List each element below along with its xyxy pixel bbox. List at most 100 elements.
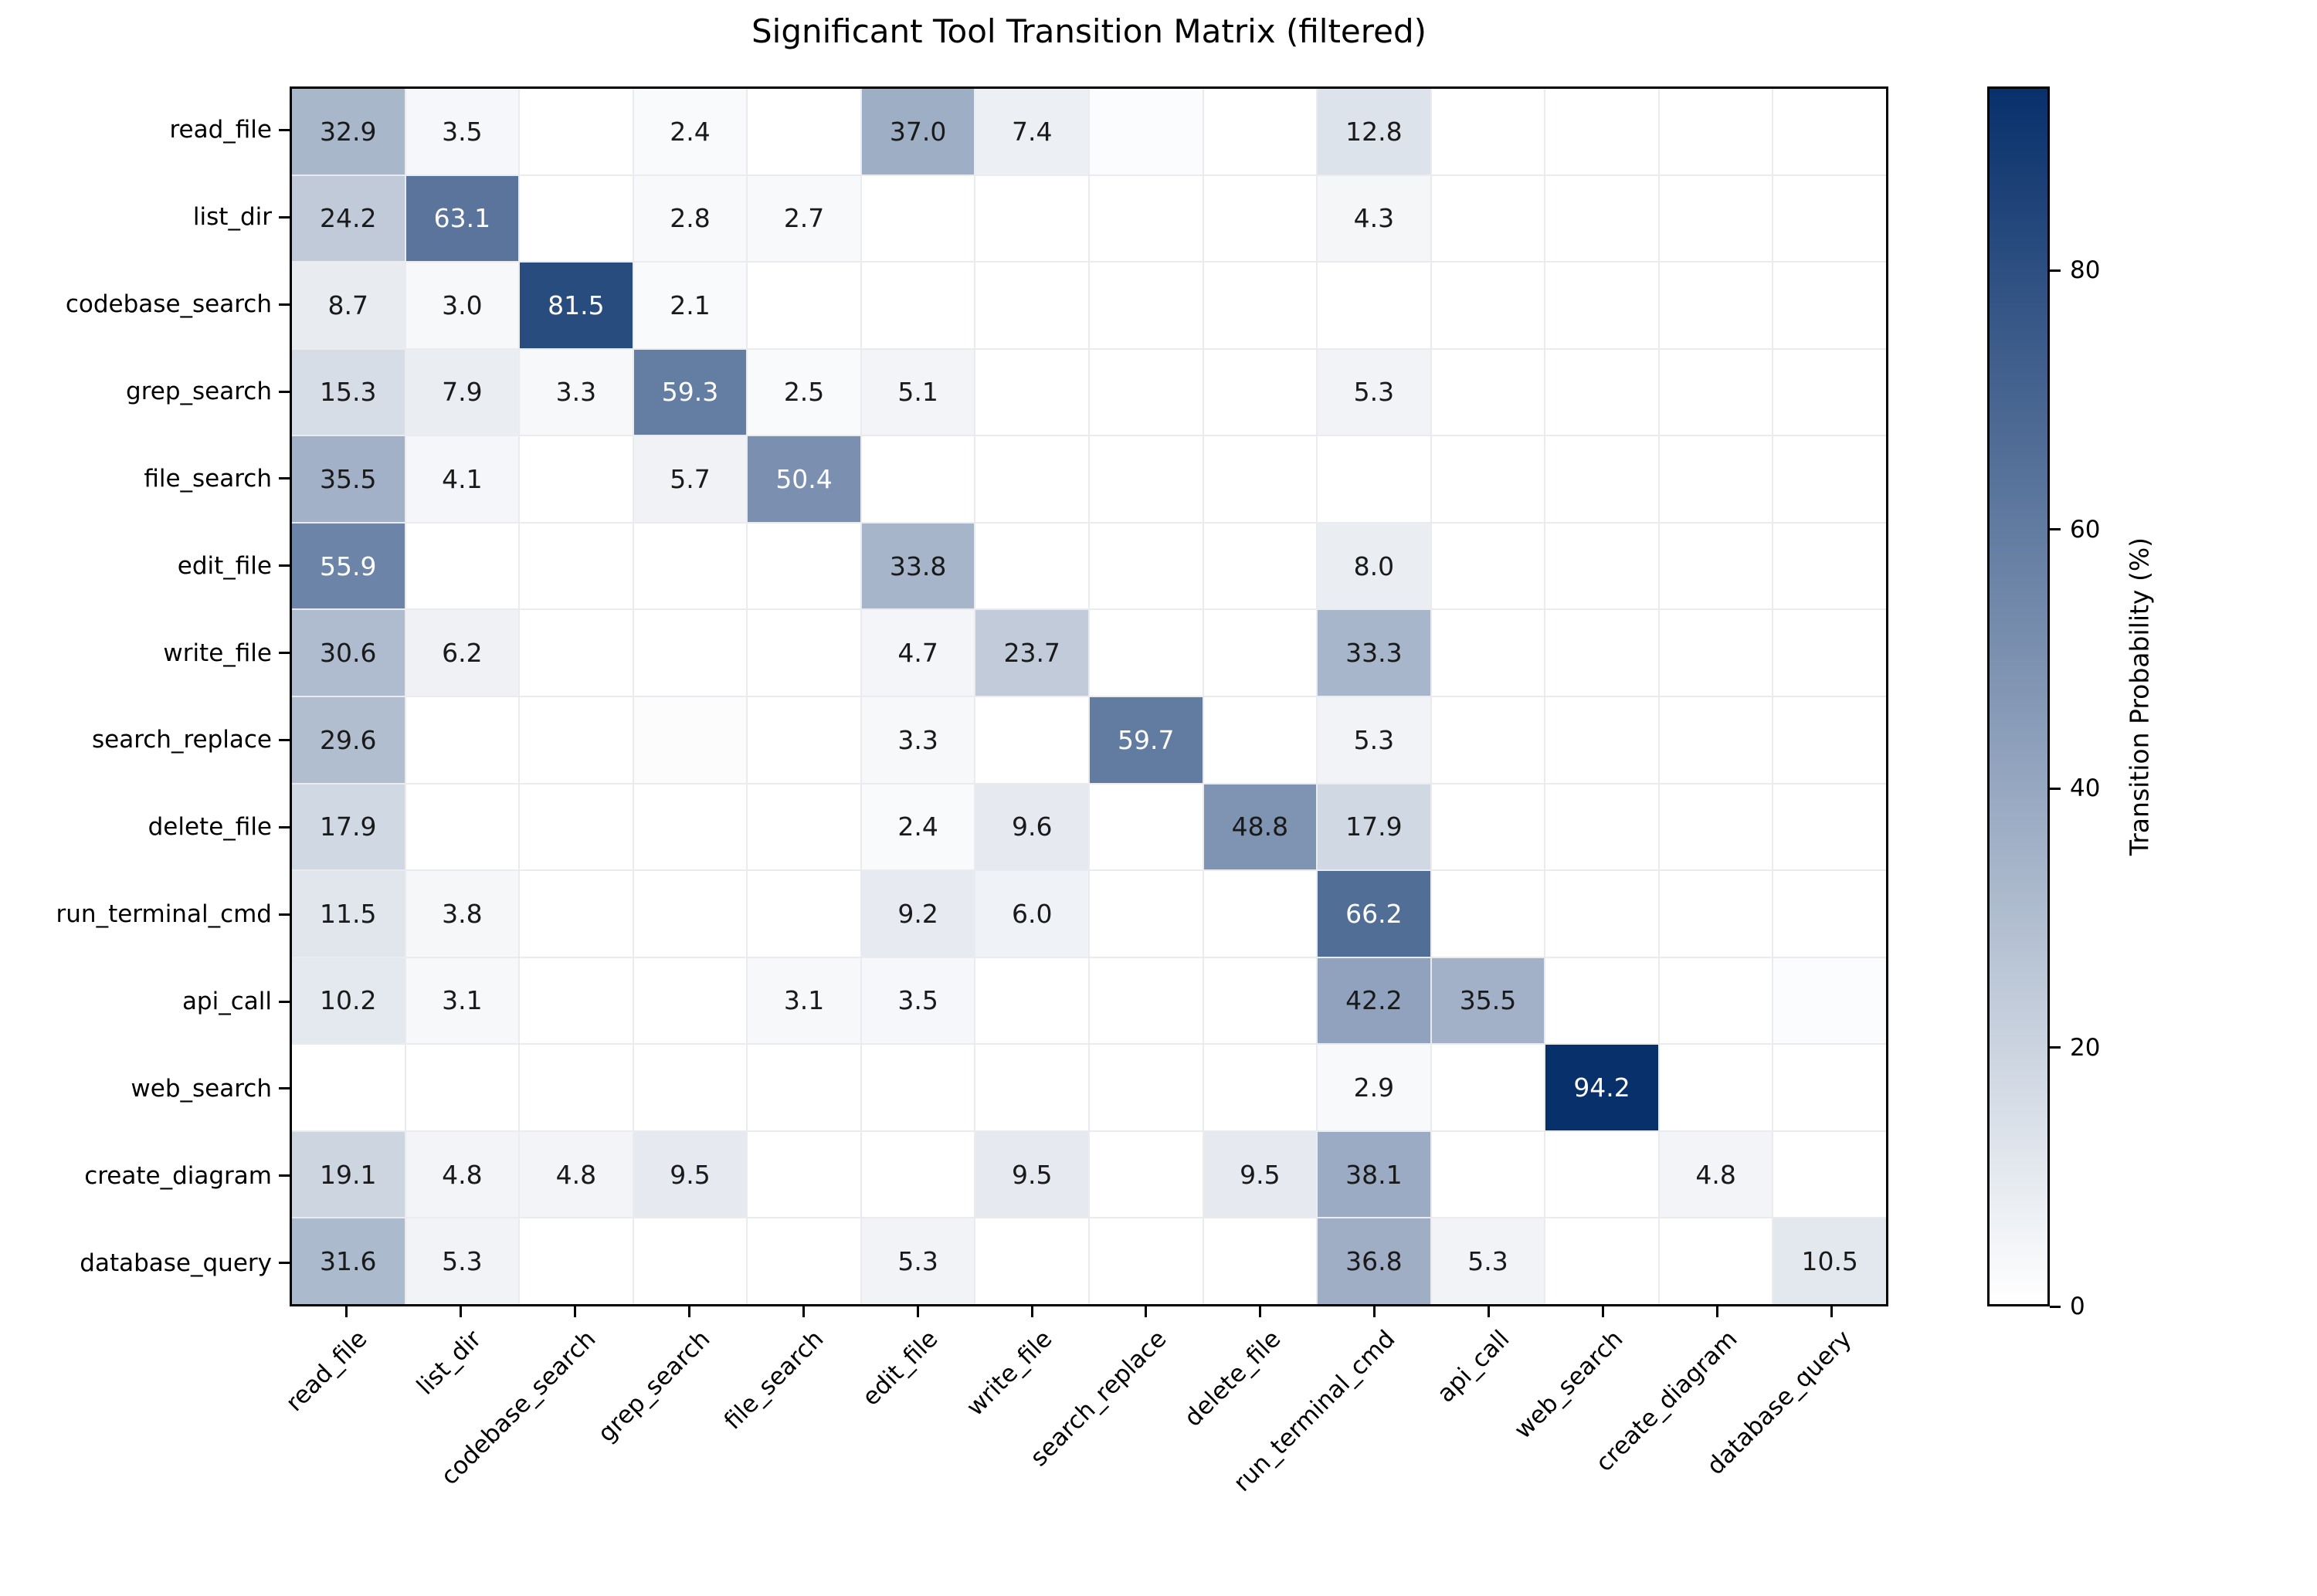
heatmap-cell <box>1089 1045 1203 1130</box>
heatmap-cell <box>1203 89 1317 175</box>
heatmap-cell <box>1203 610 1317 696</box>
heatmap-cell <box>1089 1218 1203 1304</box>
x-tick-mark <box>1145 1306 1148 1317</box>
heatmap-cell <box>520 89 633 175</box>
heatmap-cell: 12.8 <box>1318 89 1430 175</box>
y-tick-label: database_query <box>80 1249 272 1277</box>
heatmap-cell <box>1545 523 1658 609</box>
heatmap-cell <box>748 1045 860 1130</box>
heatmap-cell <box>405 696 519 783</box>
heatmap-cell: 7.4 <box>975 89 1088 175</box>
heatmap-cell <box>1203 957 1317 1044</box>
y-tick-mark <box>279 652 290 655</box>
y-tick-mark <box>279 128 290 131</box>
heatmap-cell <box>1203 175 1317 262</box>
heatmap-cell <box>520 957 633 1044</box>
heatmap-cell <box>1773 784 1886 870</box>
heatmap-cell: 4.3 <box>1318 175 1430 262</box>
heatmap-cell: 3.0 <box>405 263 519 348</box>
heatmap-cell: 36.8 <box>1318 1218 1430 1304</box>
heatmap-cell: 38.1 <box>1318 1131 1430 1218</box>
y-tick-mark <box>279 215 290 219</box>
heatmap-cell <box>520 523 633 609</box>
heatmap-cell <box>633 871 747 957</box>
y-tick-mark <box>279 477 290 480</box>
heatmap-cell <box>1203 696 1317 783</box>
heatmap-cell <box>1773 349 1886 435</box>
heatmap-cell <box>1089 436 1203 522</box>
heatmap-cell <box>748 263 860 348</box>
heatmap-cell <box>633 1045 747 1130</box>
x-tick-mark <box>1601 1306 1604 1317</box>
heatmap-cell: 29.6 <box>292 696 405 783</box>
heatmap-cell: 5.3 <box>1318 349 1430 435</box>
heatmap-cell <box>520 610 633 696</box>
heatmap-cell: 7.9 <box>405 349 519 435</box>
heatmap-cell <box>520 1218 633 1304</box>
heatmap-cell: 4.8 <box>520 1131 633 1218</box>
heatmap-cell: 37.0 <box>861 89 975 175</box>
heatmap-cell <box>1773 175 1886 262</box>
colorbar-axis-label: Transition Probability (%) <box>2124 537 2155 856</box>
heatmap-cell <box>405 1045 519 1130</box>
heatmap-cell <box>1545 784 1658 870</box>
heatmap-cell <box>1203 1045 1317 1130</box>
heatmap-cell <box>1545 1218 1658 1304</box>
heatmap-cell <box>1431 871 1545 957</box>
heatmap-cell <box>1659 349 1773 435</box>
y-tick-label: search_replace <box>91 726 272 754</box>
x-tick-mark <box>345 1306 348 1317</box>
heatmap-cell <box>1659 696 1773 783</box>
heatmap-cell <box>1659 263 1773 348</box>
heatmap-cell: 3.3 <box>520 349 633 435</box>
chart-title: Significant Tool Transition Matrix (filt… <box>751 12 1427 50</box>
heatmap-cell <box>1545 1131 1658 1218</box>
x-tick-mark <box>574 1306 577 1317</box>
heatmap-cell <box>1545 871 1658 957</box>
heatmap-cell <box>1773 1045 1886 1130</box>
heatmap-cell <box>1773 696 1886 783</box>
heatmap-cell: 81.5 <box>520 263 633 348</box>
heatmap-cell: 59.3 <box>633 349 747 435</box>
heatmap-cell: 17.9 <box>1318 784 1430 870</box>
y-tick-label: run_terminal_cmd <box>56 900 272 929</box>
heatmap-cell: 9.5 <box>1203 1131 1317 1218</box>
page-root: { "chart_data": { "type": "heatmap", "ti… <box>0 12 2155 1498</box>
heatmap-cell <box>633 523 747 609</box>
heatmap-cell <box>1659 89 1773 175</box>
heatmap-cell: 8.7 <box>292 263 405 348</box>
heatmap-cell <box>1431 349 1545 435</box>
y-tick-label: list_dir <box>192 203 272 232</box>
heatmap-cell <box>748 696 860 783</box>
heatmap-cell <box>520 784 633 870</box>
x-tick-mark <box>1259 1306 1262 1317</box>
colorbar-tick-label: 0 <box>2070 1293 2085 1320</box>
y-axis-labels: read_file list_dir codebase_search grep_sea… <box>0 86 272 1306</box>
heatmap-cell <box>1545 696 1658 783</box>
heatmap-cell <box>633 784 747 870</box>
heatmap-cell <box>1089 610 1203 696</box>
y-tick-label: file_search <box>144 464 272 493</box>
heatmap-cell <box>975 175 1088 262</box>
colorbar-tick-label: 20 <box>2070 1033 2101 1062</box>
heatmap-cell: 5.1 <box>861 349 975 435</box>
colorbar <box>1987 86 2050 1306</box>
heatmap-cell: 2.5 <box>748 349 860 435</box>
heatmap-cell <box>1203 523 1317 609</box>
colorbar-tick-mark <box>2050 269 2061 272</box>
x-tick-mark <box>1488 1306 1490 1317</box>
heatmap-cell <box>1659 436 1773 522</box>
heatmap-cell: 50.4 <box>748 436 860 522</box>
heatmap-cell <box>1203 436 1317 522</box>
heatmap-cell: 5.3 <box>861 1218 975 1304</box>
heatmap-cell <box>1545 89 1658 175</box>
heatmap-cell <box>861 175 975 262</box>
heatmap-cell: 9.5 <box>633 1131 747 1218</box>
heatmap-cell: 6.0 <box>975 871 1088 957</box>
heatmap-cell <box>1089 89 1203 175</box>
heatmap-cell <box>1773 89 1886 175</box>
heatmap-cell <box>748 1131 860 1218</box>
heatmap-cell <box>861 1131 975 1218</box>
heatmap-cell: 2.4 <box>861 784 975 870</box>
heatmap-cell: 6.2 <box>405 610 519 696</box>
